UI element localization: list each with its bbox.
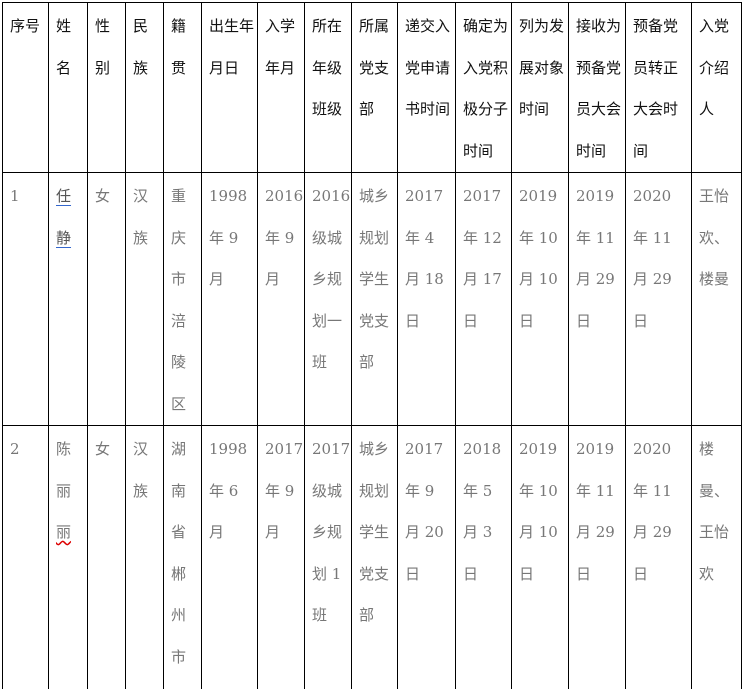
header-cell: 姓 名 [49, 3, 88, 173]
data-cell: 1998 年 6 月 [202, 426, 258, 689]
data-cell: 女 [88, 173, 126, 426]
data-cell: 2017 年 9 月 20 日 [398, 426, 456, 689]
data-cell: 1998 年 9 月 [202, 173, 258, 426]
data-cell: 2020 年 11 月 29 日 [626, 426, 692, 689]
data-cell: 2018 年 5 月 3 日 [456, 426, 512, 689]
serial-number-cell: 1 [3, 173, 49, 426]
header-row: 序号姓 名性 别民 族籍 贯出生年 月日入学 年月所在 年级 班级所属 党支 部… [3, 3, 742, 173]
name-char: 任 [56, 187, 71, 205]
data-cell: 重 庆 市 涪 陵 区 [164, 173, 202, 426]
header-cell: 所在 年级 班级 [305, 3, 352, 173]
header-cell: 列为发 展对象 时间 [512, 3, 569, 173]
data-cell: 2019 年 11 月 29 日 [569, 173, 626, 426]
data-cell: 楼 曼、 王怡 欢 [692, 426, 742, 689]
data-cell: 2017 年 4 月 18 日 [398, 173, 456, 426]
header-cell: 预备党 员转正 大会时 间 [626, 3, 692, 173]
data-cell: 2016 级城 乡规 划一 班 [305, 173, 352, 426]
data-cell: 2019 年 10 月 10 日 [512, 426, 569, 689]
data-cell: 2016 年 9 月 [258, 173, 305, 426]
header-cell: 出生年 月日 [202, 3, 258, 173]
header-cell: 籍 贯 [164, 3, 202, 173]
name-cell: 任静 [49, 173, 88, 426]
name-char: 静 [56, 229, 71, 247]
header-cell: 入党 介绍 人 [692, 3, 742, 173]
data-cell: 2019 年 11 月 29 日 [569, 426, 626, 689]
data-cell: 汉 族 [126, 173, 164, 426]
data-cell: 2017 年 9 月 [258, 426, 305, 689]
data-cell: 2017 级城 乡规 划 1 班 [305, 426, 352, 689]
header-cell: 所属 党支 部 [352, 3, 398, 173]
header-cell: 入学 年月 [258, 3, 305, 173]
header-cell: 递交入 党申请 书时间 [398, 3, 456, 173]
data-cell: 2020 年 11 月 29 日 [626, 173, 692, 426]
name-char: 丽 [56, 482, 71, 500]
name-char: 丽 [56, 523, 71, 541]
header-cell: 接收为 预备党 员大会 时间 [569, 3, 626, 173]
name-cell: 陈丽丽 [49, 426, 88, 689]
data-cell: 王怡 欢、 楼曼 [692, 173, 742, 426]
data-cell: 城乡 规划 学生 党支 部 [352, 173, 398, 426]
data-cell: 汉 族 [126, 426, 164, 689]
data-cell: 女 [88, 426, 126, 689]
header-cell: 序号 [3, 3, 49, 173]
header-cell: 性 别 [88, 3, 126, 173]
data-cell: 城乡 规划 学生 党支 部 [352, 426, 398, 689]
header-cell: 确定为 入党积 极分子 时间 [456, 3, 512, 173]
data-cell: 2017 年 12 月 17 日 [456, 173, 512, 426]
name-char: 陈 [56, 440, 71, 458]
serial-number-cell: 2 [3, 426, 49, 689]
header-cell: 民 族 [126, 3, 164, 173]
data-cell: 湖 南 省 郴 州 市 [164, 426, 202, 689]
data-cell: 2019 年 10 月 10 日 [512, 173, 569, 426]
